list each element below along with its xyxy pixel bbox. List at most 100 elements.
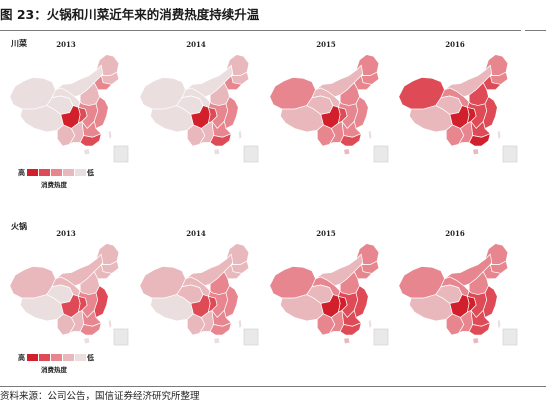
legend-huoguo: 高 低 消费热度 xyxy=(3,353,123,383)
panel-huoguo: 火锅 2013 2014 2015 2016 高 低 消费热度 xyxy=(0,212,546,382)
map-year-label: 2016 xyxy=(445,40,465,49)
china-map-2013: 2013 xyxy=(9,229,129,346)
china-map-2013: 2013 xyxy=(9,40,129,163)
region-hainan xyxy=(472,148,480,156)
legend-swatch xyxy=(51,354,62,361)
south-china-sea-inset xyxy=(502,145,518,163)
region-east xyxy=(482,96,498,129)
legend-gradient xyxy=(27,169,86,176)
region-heilongjiang xyxy=(355,54,380,76)
region-east xyxy=(93,96,109,129)
title-rule-end xyxy=(525,30,546,31)
china-map-2014: 2014 xyxy=(139,40,259,163)
panel-chuancai: 川菜 2013 2014 2015 2016 高 低 消费热度 xyxy=(0,32,546,208)
region-taiwan xyxy=(496,129,502,141)
region-east xyxy=(223,285,239,318)
region-taiwan xyxy=(367,318,373,330)
map-regions xyxy=(139,243,250,345)
map-year-label: 2013 xyxy=(56,229,76,238)
south-china-sea-inset xyxy=(243,328,259,346)
region-east xyxy=(93,285,109,318)
legend-swatch xyxy=(63,169,74,176)
legend-swatch xyxy=(39,354,50,361)
region-heilongjiang xyxy=(225,243,250,265)
legend-swatch xyxy=(51,169,62,176)
map-year-label: 2015 xyxy=(316,40,336,49)
legend-swatch xyxy=(39,169,50,176)
region-hainan xyxy=(472,337,480,345)
map-year-label: 2016 xyxy=(445,229,465,238)
map-regions xyxy=(139,54,250,156)
south-china-sea-inset xyxy=(113,145,129,163)
figure-title: 图 23：火锅和川菜近年来的消费热度持续升温 xyxy=(0,7,260,22)
region-guangdong xyxy=(209,133,232,147)
south-china-sea-inset xyxy=(373,328,389,346)
region-guangdong xyxy=(339,133,362,147)
region-heilongjiang xyxy=(484,54,509,76)
china-map-2016: 2016 xyxy=(398,40,518,163)
region-heilongjiang xyxy=(484,243,509,265)
china-map-2015: 2015 xyxy=(269,229,389,346)
south-china-sea-inset xyxy=(113,328,129,346)
china-map-2014: 2014 xyxy=(139,229,259,346)
legend-name-label: 消费热度 xyxy=(41,181,67,189)
map-year-label: 2014 xyxy=(186,40,206,49)
map-year-label: 2013 xyxy=(56,40,76,49)
legend-chuancai: 高 低 消费热度 xyxy=(3,168,123,198)
panel-label: 火锅 xyxy=(11,222,27,231)
region-taiwan xyxy=(237,129,243,141)
legend-swatch xyxy=(75,169,86,176)
region-guangdong xyxy=(339,322,362,336)
region-heilongjiang xyxy=(95,54,120,76)
map-year-label: 2015 xyxy=(316,229,336,238)
region-heilongjiang xyxy=(225,54,250,76)
source-rule xyxy=(0,386,546,387)
region-hainan xyxy=(343,148,351,156)
region-hainan xyxy=(83,337,91,345)
region-guangdong xyxy=(209,322,232,336)
legend-high-label: 高 xyxy=(18,354,25,362)
map-grid-chuancai: 2013 2014 2015 2016 xyxy=(9,40,518,163)
legend-gradient xyxy=(27,354,86,361)
legend-high-label: 高 xyxy=(18,169,25,177)
legend-low-label: 低 xyxy=(87,354,94,362)
legend-swatch xyxy=(27,354,38,361)
map-regions xyxy=(9,243,120,345)
map-regions xyxy=(9,54,120,156)
legend-swatch xyxy=(27,169,38,176)
region-taiwan xyxy=(107,318,113,330)
region-guangdong xyxy=(468,133,491,147)
title-rule xyxy=(0,30,521,31)
region-taiwan xyxy=(496,318,502,330)
map-grid-huoguo: 2013 2014 2015 2016 xyxy=(9,229,518,346)
region-east xyxy=(353,96,369,129)
region-east xyxy=(223,96,239,129)
region-hainan xyxy=(213,337,221,345)
legend-swatch xyxy=(63,354,74,361)
region-taiwan xyxy=(107,129,113,141)
region-east xyxy=(353,285,369,318)
map-regions xyxy=(398,54,509,156)
china-map-2016: 2016 xyxy=(398,229,518,346)
china-map-2015: 2015 xyxy=(269,40,389,163)
region-guangdong xyxy=(468,322,491,336)
map-regions xyxy=(269,243,380,345)
legend-name-label: 消费热度 xyxy=(41,366,67,374)
region-guangdong xyxy=(79,322,102,336)
region-taiwan xyxy=(367,129,373,141)
source-note: 资料来源：公司公告，国信证券经济研究所整理 xyxy=(0,391,200,402)
map-regions xyxy=(398,243,509,345)
south-china-sea-inset xyxy=(373,145,389,163)
legend-low-label: 低 xyxy=(87,169,94,177)
south-china-sea-inset xyxy=(243,145,259,163)
region-hainan xyxy=(213,148,221,156)
region-heilongjiang xyxy=(95,243,120,265)
region-hainan xyxy=(343,337,351,345)
legend-swatch xyxy=(75,354,86,361)
region-guangdong xyxy=(79,133,102,147)
region-east xyxy=(482,285,498,318)
region-hainan xyxy=(83,148,91,156)
region-taiwan xyxy=(237,318,243,330)
map-regions xyxy=(269,54,380,156)
map-year-label: 2014 xyxy=(186,229,206,238)
